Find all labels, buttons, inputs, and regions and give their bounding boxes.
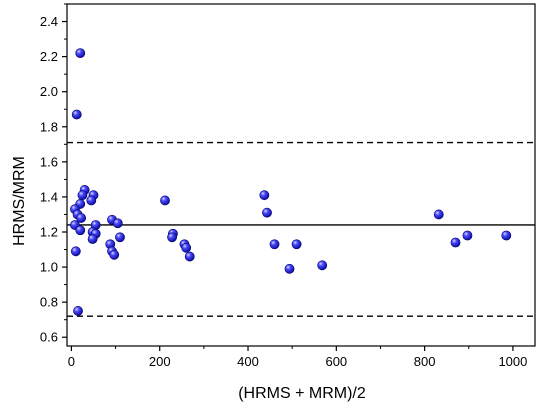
x-tick-label: 800	[414, 354, 436, 369]
y-tick-label: 2.2	[40, 49, 58, 64]
x-tick-label: 0	[68, 354, 75, 369]
data-point	[109, 249, 120, 260]
plot-border	[66, 3, 536, 347]
data-point	[262, 207, 272, 218]
y-tick-label: 1.6	[40, 154, 58, 169]
data-point	[462, 230, 473, 241]
x-tick-label: 400	[237, 354, 259, 369]
data-point	[167, 232, 177, 243]
data-point	[501, 230, 512, 241]
x-axis-label: (HRMS + MRM)/2	[238, 385, 366, 402]
data-point	[77, 190, 88, 201]
data-point	[291, 239, 302, 250]
y-axis-ticks: 0.6 0.8 1.0 1.2 1.4 1.6 1.8 2.0 2.2 2.4	[40, 3, 67, 345]
y-tick-label: 1.2	[40, 225, 58, 240]
y-tick-label: 0.8	[40, 295, 58, 310]
y-tick-label: 1.0	[40, 260, 58, 275]
data-point	[76, 213, 87, 223]
x-tick-label: 200	[149, 354, 171, 369]
data-point	[184, 251, 195, 262]
x-axis-ticks: 0 200 400 600 800 1000	[68, 346, 527, 369]
data-point	[70, 246, 81, 257]
data-point	[181, 242, 192, 253]
data-point	[160, 195, 170, 206]
data-points	[70, 48, 512, 316]
data-point	[75, 48, 86, 59]
data-point	[317, 260, 328, 271]
data-point	[112, 218, 123, 229]
x-tick-label: 600	[325, 354, 347, 369]
data-point	[73, 306, 83, 316]
data-point	[450, 237, 461, 248]
x-tick-label: 1000	[498, 354, 527, 369]
data-point	[75, 225, 86, 236]
data-point	[433, 209, 444, 220]
data-point	[115, 232, 125, 243]
y-tick-label: 2.0	[40, 84, 58, 99]
y-axis-label: HRMS/MRM	[11, 156, 28, 246]
data-point	[87, 234, 98, 244]
y-tick-label: 2.4	[40, 14, 58, 29]
data-point	[86, 195, 97, 206]
plot-frame	[66, 3, 536, 347]
data-point	[269, 239, 280, 250]
data-point	[284, 263, 295, 274]
data-point	[259, 190, 270, 201]
reference-lines	[67, 141, 535, 317]
y-tick-label: 1.4	[40, 189, 58, 204]
y-tick-label: 1.8	[40, 119, 58, 134]
data-point	[71, 109, 82, 120]
y-tick-label: 0.6	[40, 330, 58, 345]
